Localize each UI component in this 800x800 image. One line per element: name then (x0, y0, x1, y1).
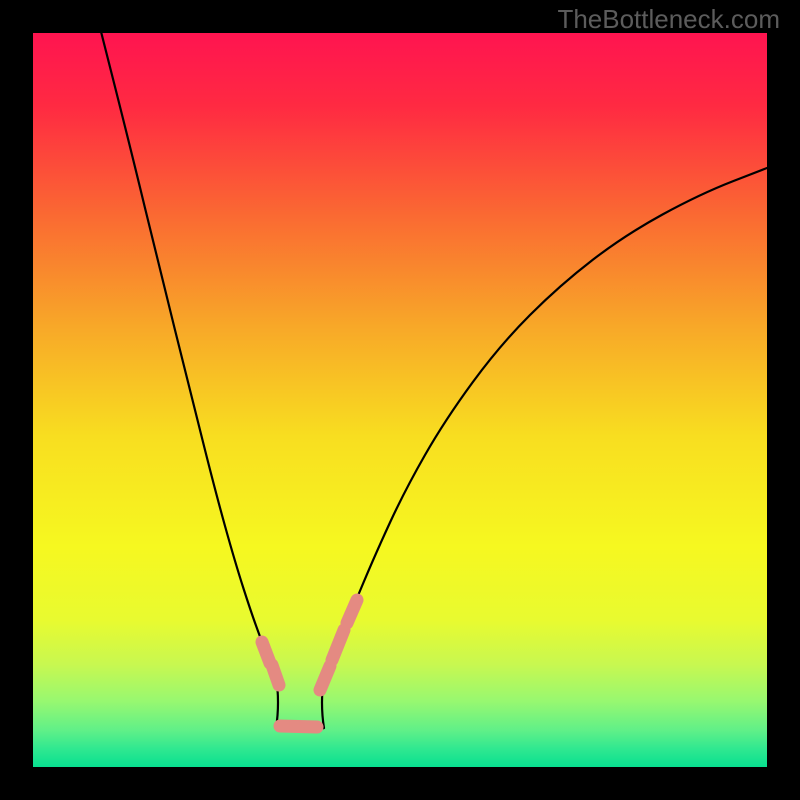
marker-group (262, 600, 357, 727)
watermark-text: TheBottleneck.com (557, 4, 780, 35)
plot-area (33, 33, 767, 767)
marker-segment (347, 600, 357, 623)
chart-canvas: TheBottleneck.com (0, 0, 800, 800)
marker-segment (280, 726, 317, 727)
bottleneck-curve (93, 33, 767, 731)
curve-layer (33, 33, 767, 767)
marker-segment (272, 665, 279, 685)
marker-segment (332, 630, 344, 660)
marker-segment (320, 666, 330, 690)
